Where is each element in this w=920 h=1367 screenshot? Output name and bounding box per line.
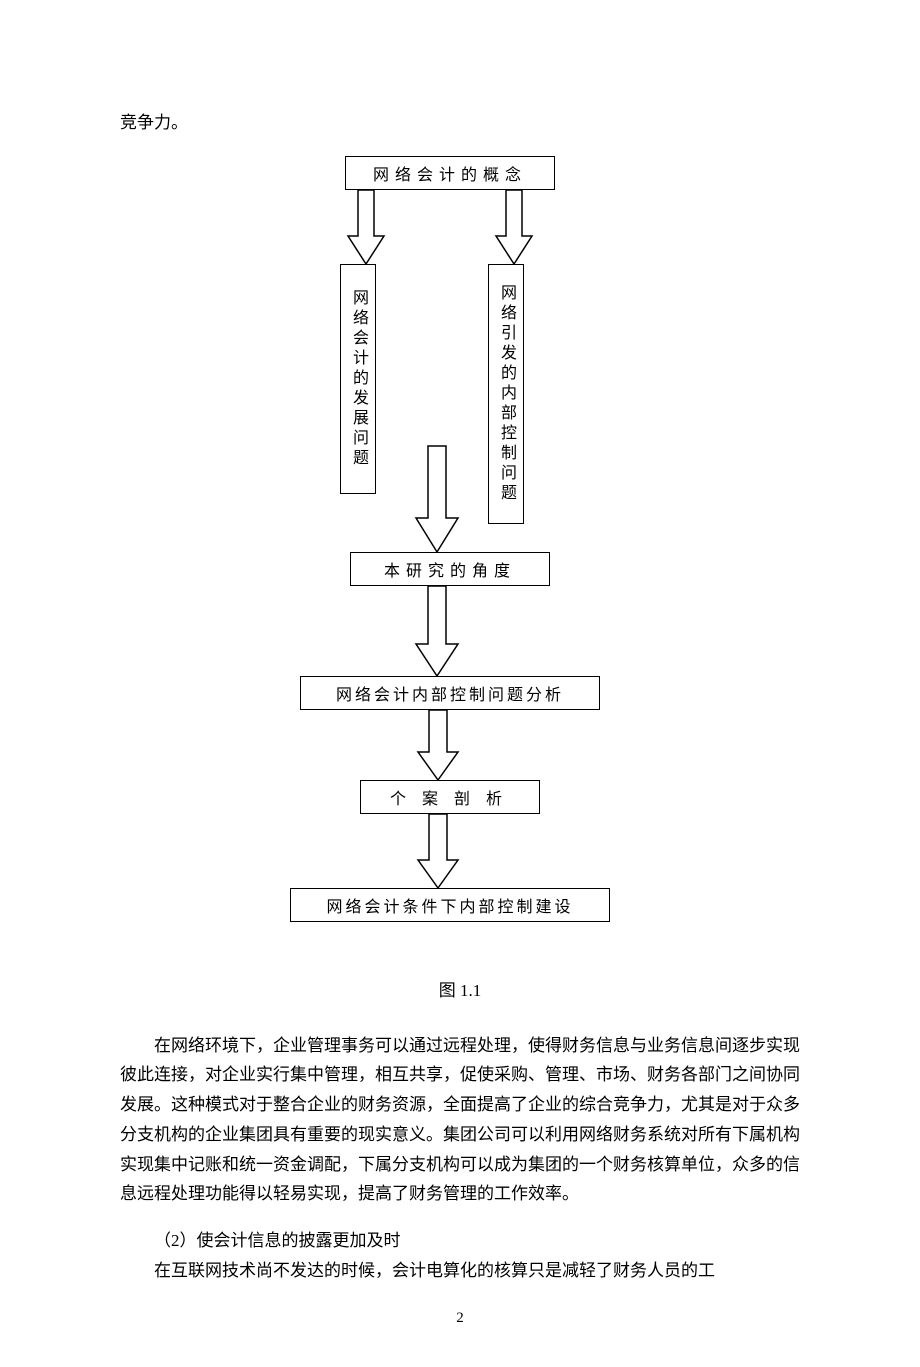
flowchart: 网络会计的概念 网络会计的发展问题 网络引发的内部控制问题 本研究的角度 网络会… <box>120 156 800 956</box>
arrow-n1-n2 <box>348 190 384 264</box>
page-number: 2 <box>120 1310 800 1327</box>
node-concept: 网络会计的概念 <box>345 156 555 190</box>
paragraph-3: 在互联网技术尚不发达的时候，会计电算化的核算只是减轻了财务人员的工 <box>120 1256 800 1286</box>
node-research-angle: 本研究的角度 <box>350 552 550 586</box>
arrow-n1-n3 <box>496 190 532 264</box>
node-internal-control-issues: 网络引发的内部控制问题 <box>488 264 524 524</box>
arrow-n4-n5 <box>416 586 458 676</box>
node-development-issues: 网络会计的发展问题 <box>340 264 376 494</box>
arrow-n6-n7 <box>418 814 458 888</box>
node-case-analysis: 个案剖析 <box>360 780 540 814</box>
paragraph-2-heading: （2）使会计信息的披露更加及时 <box>120 1226 800 1256</box>
paragraph-1: 在网络环境下，企业管理事务可以通过远程处理，使得财务信息与业务信息间逐步实现彼此… <box>120 1031 800 1210</box>
arrow-n5-n6 <box>418 710 458 780</box>
arrow-mid-n4 <box>416 446 458 552</box>
prev-page-fragment: 竞争力。 <box>120 110 800 136</box>
node-construction: 网络会计条件下内部控制建设 <box>290 888 610 922</box>
node-problem-analysis: 网络会计内部控制问题分析 <box>300 676 600 710</box>
figure-caption: 图 1.1 <box>120 976 800 1001</box>
